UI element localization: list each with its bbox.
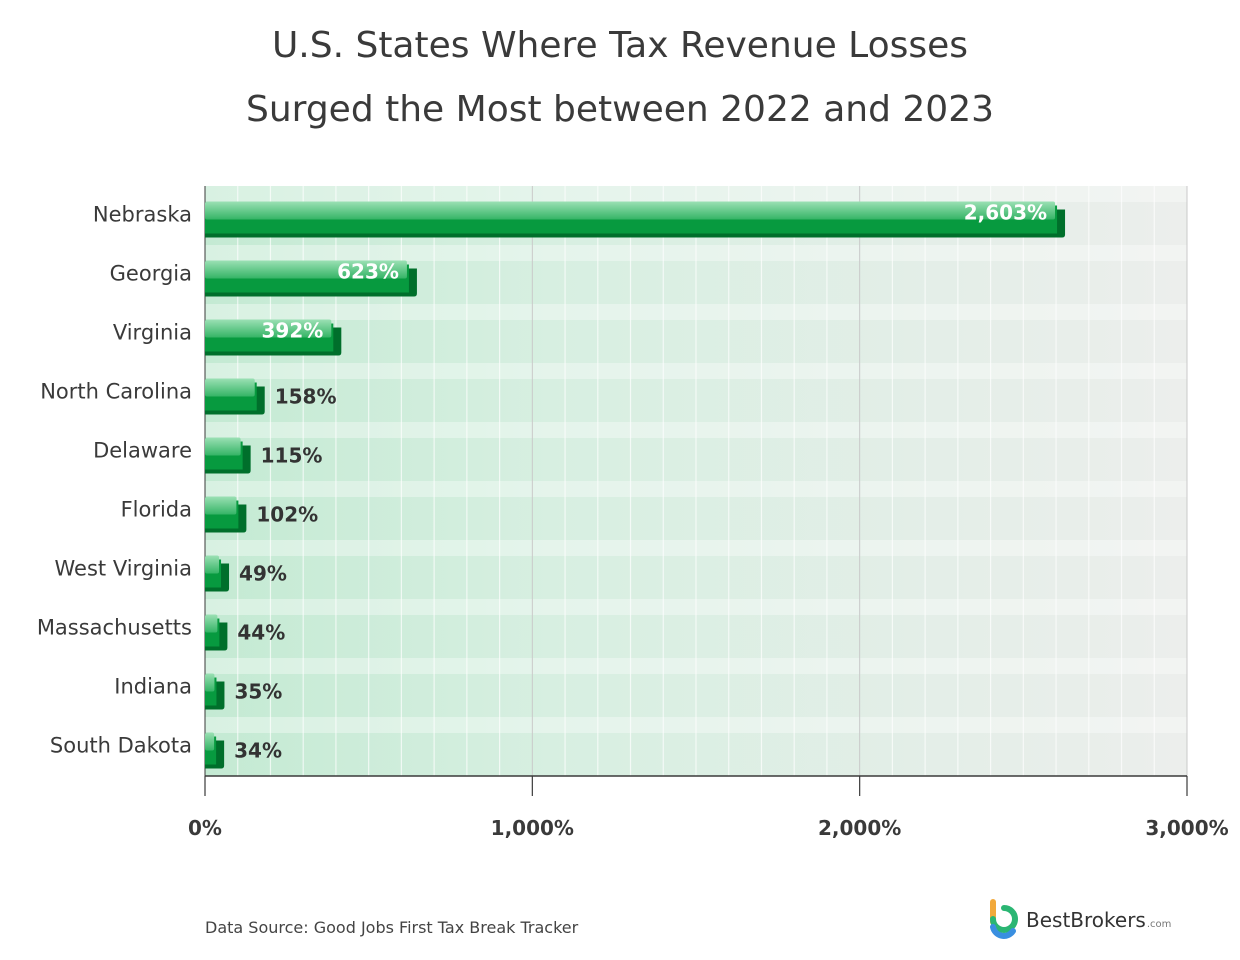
bar-highlight [205, 673, 215, 692]
y-tick-label: Virginia [113, 321, 192, 345]
bar-value-label: 115% [261, 444, 323, 468]
x-tick-label: 1,000% [491, 816, 574, 840]
bar-value-label: 34% [234, 739, 282, 763]
y-tick-label: Massachusetts [37, 616, 192, 640]
x-tick-label: 2,000% [818, 816, 901, 840]
bar-chart: 0% 1,000% 2,000% 3,000% Nebraska 2,603% Georgi… [37, 186, 1229, 840]
bar-highlight [205, 555, 220, 574]
data-source-note: Data Source: Good Jobs First Tax Break T… [205, 918, 579, 937]
bar-value-label: 158% [275, 385, 337, 409]
bestbrokers-logo-icon [990, 899, 1018, 939]
brand-logo: BestBrokers .com [986, 896, 1171, 944]
brand-name: BestBrokers [1026, 908, 1146, 932]
bar-value-label: 35% [234, 680, 282, 704]
bar-highlight [205, 437, 241, 456]
bar-highlight [205, 378, 255, 397]
y-tick-label: North Carolina [40, 380, 192, 404]
y-tick-label: Georgia [110, 262, 192, 286]
chart-title: U.S. States Where Tax Revenue Losses Sur… [0, 14, 1240, 142]
y-tick-label: South Dakota [50, 734, 192, 758]
y-tick-label: West Virginia [55, 557, 192, 581]
bar-value-label: 102% [256, 503, 318, 527]
bar-value-label: 2,603% [964, 201, 1047, 225]
brand-domain: .com [1146, 918, 1172, 930]
bar-highlight [205, 319, 332, 338]
bar-value-label: 49% [239, 562, 287, 586]
y-tick-label: Florida [121, 498, 192, 522]
bar-highlight [205, 614, 218, 633]
x-tick-label: 0% [188, 816, 222, 840]
chart-title-line-1: U.S. States Where Tax Revenue Losses [271, 25, 969, 66]
y-tick-label: Nebraska [93, 203, 192, 227]
bar-highlight [205, 201, 1056, 220]
bar-highlight [205, 732, 215, 751]
bar-value-label: 392% [262, 319, 324, 343]
bar-highlight [205, 496, 237, 515]
bar-value-label: 623% [337, 260, 399, 284]
x-tick-label: 3,000% [1145, 816, 1228, 840]
y-tick-label: Indiana [114, 675, 192, 699]
bar-highlight [205, 260, 407, 279]
y-tick-label: Delaware [93, 439, 192, 463]
bar-value-label: 44% [237, 621, 285, 645]
chart-title-line-2: Surged the Most between 2022 and 2023 [245, 89, 995, 130]
